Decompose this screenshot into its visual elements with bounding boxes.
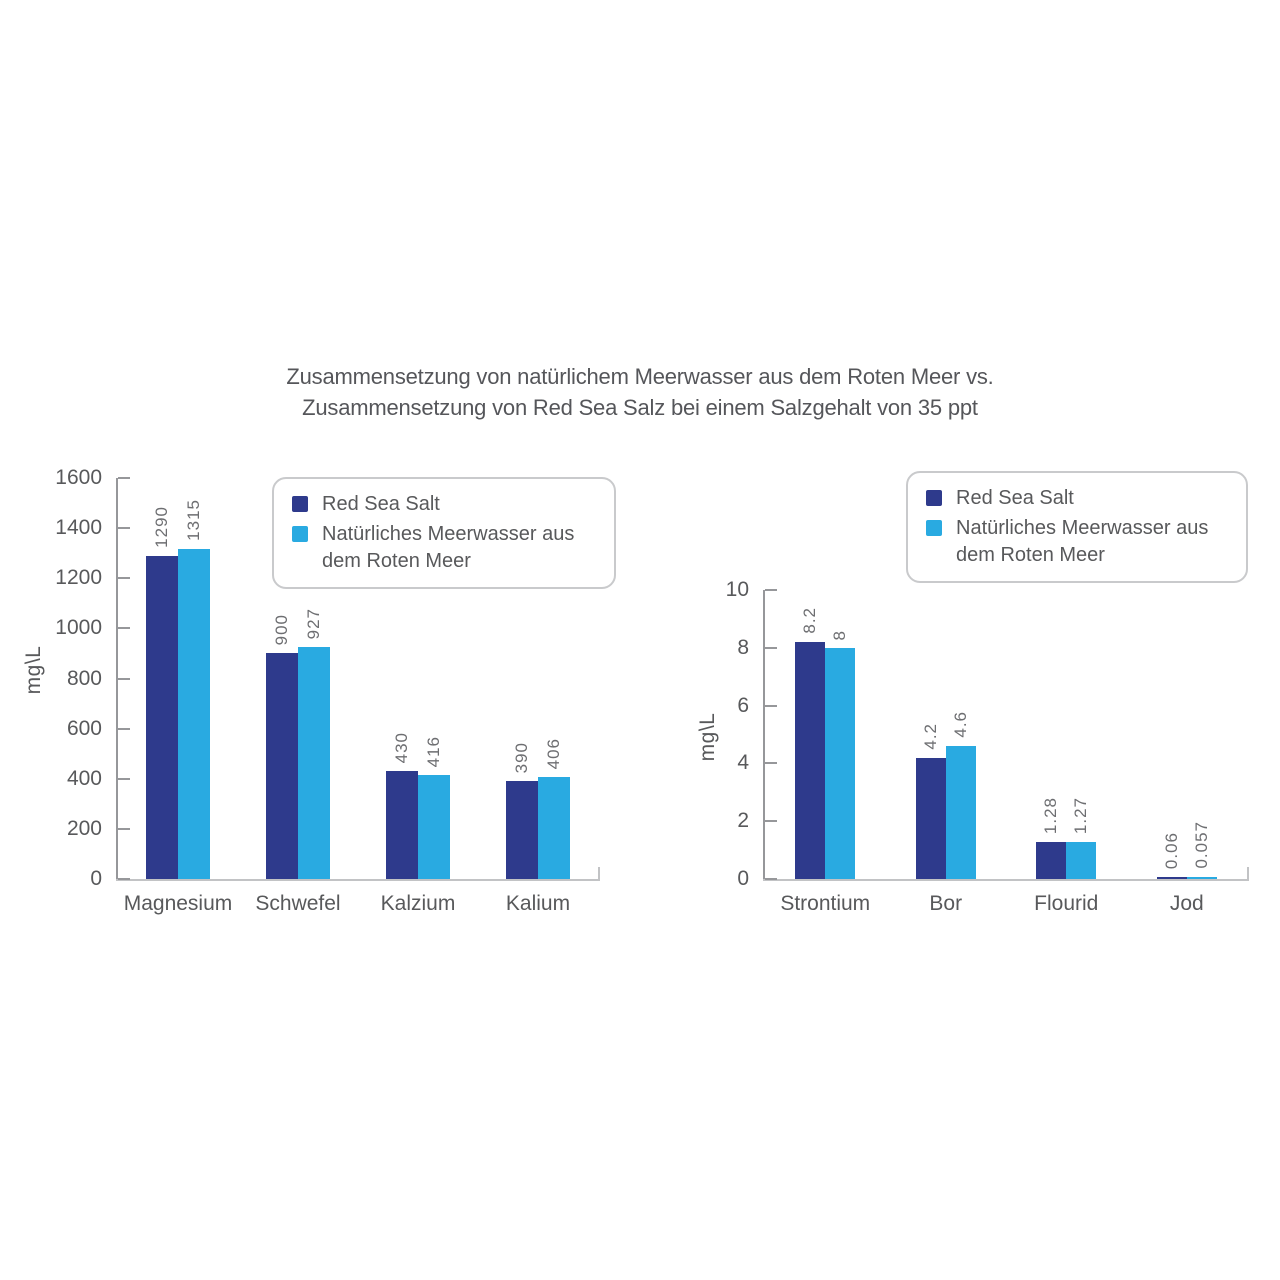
legend-left-chart: Red Sea Salt Natürliches Meerwasser aus … [272,477,616,589]
right-chart-y-tick-label-4: 4 [737,751,749,775]
bar-nat-rliches-meerwasser-aus-dem-roten-meer-bor [945,746,976,879]
left-chart-y-tick-400 [118,777,130,780]
left-chart-y-tick-600 [118,727,130,730]
right-chart-y-axis [763,590,765,881]
chart-title-line1: Zusammensetzung von natürlichem Meerwass… [286,364,994,389]
left-chart-y-tick-label-0: 0 [90,867,102,890]
left-chart-y-tick-label-1000: 1000 [55,616,102,640]
right-chart-y-tick-label-2: 2 [737,809,749,833]
left-chart-y-tick-1200 [118,577,130,580]
right-chart-y-tick-label-8: 8 [737,635,749,659]
left-chart-y-tick-label-400: 400 [66,766,102,790]
bar-red-sea-salt-strontium [795,642,826,879]
left-chart-axis-end-tick [598,867,600,879]
bar-value-nat-rliches-meerwasser-aus-dem-roten-meer-kalium: 406 [544,737,563,769]
right-chart-x-axis [763,879,1249,881]
legend-right-chart: Red Sea Salt Natürliches Meerwasser aus … [906,471,1248,583]
left-chart-y-tick-label-1400: 1400 [55,516,102,540]
legend-swatch-red-sea-salt [926,490,942,506]
right-chart-y-tick-6 [765,704,777,707]
bar-nat-rliches-meerwasser-aus-dem-roten-meer-magnesium [178,549,210,879]
right-chart-y-tick-label-10: 10 [725,578,749,601]
bar-red-sea-salt-kalzium [386,771,418,879]
bar-red-sea-salt-jod [1156,877,1187,879]
bar-red-sea-salt-kalium [506,781,538,879]
legend-item-red-sea-salt: Red Sea Salt [292,491,596,518]
left-chart-x-tick-label-magnesium: Magnesium [123,892,233,915]
bar-value-red-sea-salt-flourid: 1.28 [1041,796,1061,834]
legend-item-natural-seawater: Natürliches Meerwasser aus dem Roten Mee… [926,515,1228,569]
chart-title-line2: Zusammensetzung von Red Sea Salz bei ein… [302,395,978,420]
right-chart-y-tick-2 [765,820,777,823]
right-chart-y-tick-label-0: 0 [737,867,749,890]
right-chart-y-tick-0 [765,878,777,880]
legend-label-red-sea-salt: Red Sea Salt [956,487,1074,509]
legend-label-red-sea-salt: Red Sea Salt [322,493,440,515]
legend-swatch-natural-seawater [292,526,308,542]
legend-item-natural-seawater: Natürliches Meerwasser aus dem Roten Mee… [292,521,596,575]
bar-nat-rliches-meerwasser-aus-dem-roten-meer-schwefel [298,647,330,879]
bar-value-nat-rliches-meerwasser-aus-dem-roten-meer-flourid: 1.27 [1071,796,1091,834]
right-chart-y-tick-label-6: 6 [737,693,749,717]
right-chart-y-axis-title: mg\L [696,712,719,762]
bar-value-red-sea-salt-schwefel: 900 [272,613,291,645]
right-chart-x-tick-label-jod: Jod [1169,892,1204,915]
left-chart-y-tick-1600 [118,477,130,479]
right-chart-x-tick-label-bor: Bor [929,892,963,915]
left-chart-y-axis-title: mg\L [22,645,45,695]
left-chart-x-tick-label-kalium: Kalium [505,892,571,915]
bar-value-red-sea-salt-kalium: 390 [512,741,531,773]
bar-nat-rliches-meerwasser-aus-dem-roten-meer-strontium [825,648,856,879]
left-chart-x-axis [116,879,600,881]
bar-value-nat-rliches-meerwasser-aus-dem-roten-meer-jod: 0.057 [1191,821,1211,869]
legend-swatch-natural-seawater [926,520,942,536]
left-chart-y-tick-label-1200: 1200 [55,566,102,590]
legend-label-natural-seawater: Natürliches Meerwasser aus dem Roten Mee… [956,517,1209,566]
left-chart-y-tick-label-600: 600 [66,716,102,740]
legend-swatch-red-sea-salt [292,496,308,512]
bar-value-nat-rliches-meerwasser-aus-dem-roten-meer-kalzium: 416 [424,735,443,767]
chart-title: Zusammensetzung von natürlichem Meerwass… [0,361,1280,423]
bar-value-red-sea-salt-bor: 4.2 [920,723,940,750]
bar-value-red-sea-salt-strontium: 8.2 [800,607,820,634]
bar-nat-rliches-meerwasser-aus-dem-roten-meer-kalzium [418,775,450,879]
right-chart-y-tick-10 [765,589,777,591]
legend-item-red-sea-salt: Red Sea Salt [926,485,1228,512]
bar-value-nat-rliches-meerwasser-aus-dem-roten-meer-bor: 4.6 [950,711,970,738]
left-chart-y-tick-label-800: 800 [66,666,102,690]
bar-value-nat-rliches-meerwasser-aus-dem-roten-meer-magnesium: 1315 [184,499,203,541]
bar-value-red-sea-salt-magnesium: 1290 [152,506,171,548]
bar-value-red-sea-salt-kalzium: 430 [392,731,411,763]
bar-red-sea-salt-flourid [1036,842,1067,879]
bar-red-sea-salt-schwefel [266,653,298,879]
left-chart-x-tick-label-schwefel: Schwefel [255,892,341,915]
bar-value-nat-rliches-meerwasser-aus-dem-roten-meer-strontium: 8 [830,629,850,640]
right-chart-y-tick-8 [765,646,777,649]
right-chart-x-tick-label-strontium: Strontium [780,892,871,915]
bar-red-sea-salt-magnesium [146,556,178,879]
left-chart-y-tick-200 [118,827,130,830]
bar-nat-rliches-meerwasser-aus-dem-roten-meer-jod [1186,877,1217,879]
right-chart-x-tick-label-flourid: Flourid [1034,892,1099,915]
bar-value-nat-rliches-meerwasser-aus-dem-roten-meer-schwefel: 927 [304,607,323,639]
bar-nat-rliches-meerwasser-aus-dem-roten-meer-kalium [538,777,570,879]
bar-value-red-sea-salt-jod: 0.06 [1161,831,1181,869]
left-chart-y-tick-1400 [118,527,130,530]
left-chart-y-tick-800 [118,677,130,680]
bar-nat-rliches-meerwasser-aus-dem-roten-meer-flourid [1066,842,1097,879]
right-chart-axis-end-tick [1247,867,1249,879]
left-chart-y-tick-label-200: 200 [66,816,102,840]
left-chart-y-tick-0 [118,878,130,880]
left-chart-y-axis [116,478,118,881]
left-chart-x-tick-label-kalzium: Kalzium [380,892,456,915]
right-chart-y-tick-4 [765,762,777,765]
left-chart-y-tick-label-1600: 1600 [55,466,102,489]
bar-red-sea-salt-bor [915,758,946,879]
legend-label-natural-seawater: Natürliches Meerwasser aus dem Roten Mee… [322,523,575,572]
left-chart-y-tick-1000 [118,627,130,630]
